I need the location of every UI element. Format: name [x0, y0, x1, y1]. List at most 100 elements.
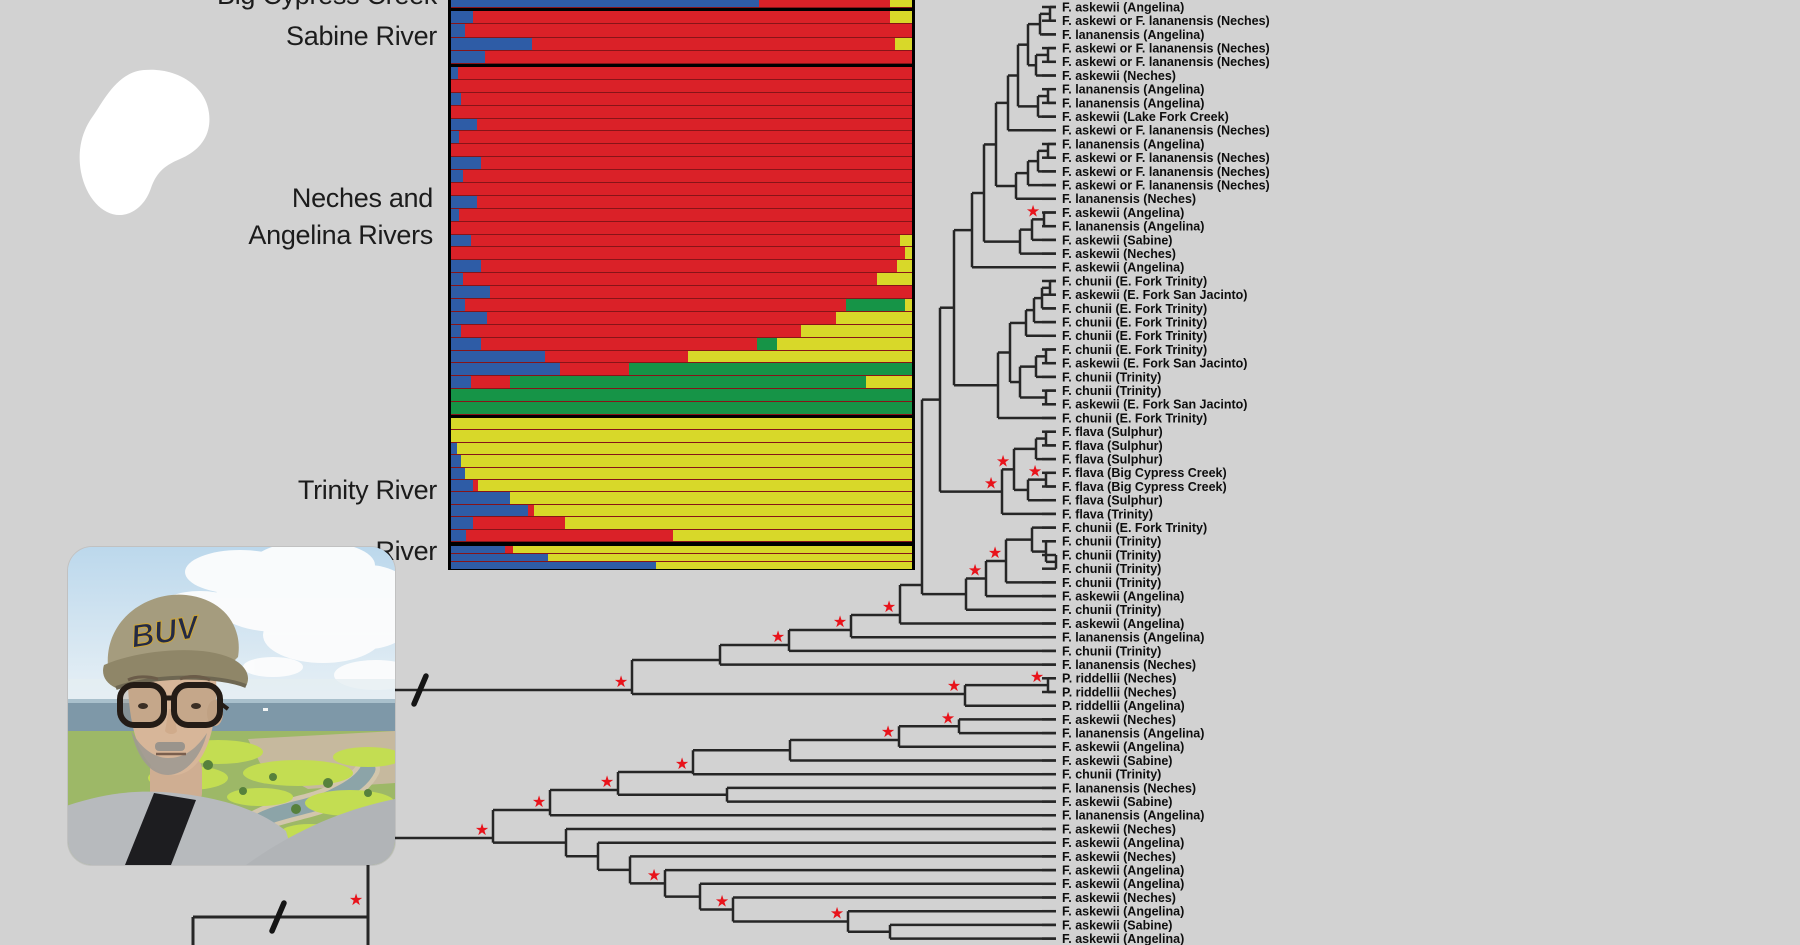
bar-segment-r	[472, 480, 478, 492]
bar-segment-r	[505, 546, 514, 553]
bar-segment-b	[451, 24, 465, 37]
tree-tip-label: F. chunii (E. Fork Trinity)	[1062, 411, 1207, 425]
tree-tip-label: P. riddellii (Angelina)	[1062, 699, 1185, 713]
tree-tip-label: F. lananensis (Angelina)	[1062, 631, 1204, 645]
bar-segment-g	[845, 299, 906, 311]
tree-tip-label: F. chunii (E. Fork Trinity)	[1062, 343, 1207, 357]
bar-segment-b	[451, 195, 477, 208]
admixture-bar-lower-river	[451, 546, 912, 554]
bar-segment-b	[451, 11, 473, 24]
admixture-bar-neches-angelina-rivers	[451, 183, 912, 196]
support-star-icon: ★	[532, 794, 546, 811]
support-star-icon: ★	[600, 774, 614, 791]
tree-tip-label: F. askewii (Sabine)	[1062, 754, 1172, 768]
river-label: Sabine River	[286, 21, 437, 51]
admixture-bar-trinity-river	[451, 455, 912, 468]
tree-tip-label: F. askewii (Sabine)	[1062, 918, 1172, 932]
bar-segment-r	[544, 350, 688, 363]
tree-tip-label: F. askewii (Neches)	[1062, 822, 1176, 836]
section-divider	[451, 64, 912, 67]
tree-tip-label: F. chunii (Trinity)	[1062, 384, 1161, 398]
bar-segment-b	[451, 562, 657, 569]
bar-segment-r	[470, 376, 511, 389]
bar-segment-y	[905, 299, 912, 311]
tree-tip-label: F. askewii (Angelina)	[1062, 617, 1184, 631]
webcam-selfie-overlay[interactable]: BUV	[68, 547, 395, 865]
bar-segment-g	[451, 389, 912, 402]
bar-segment-y	[801, 324, 912, 337]
bar-segment-r	[476, 195, 912, 208]
bar-segment-r	[490, 286, 912, 298]
tree-tip-label: F. askewii (Neches)	[1062, 69, 1176, 83]
admixture-bar-neches-angelina-rivers	[451, 402, 912, 415]
person-mustache	[155, 742, 185, 751]
tree-tip-label: F. lananensis (Neches)	[1062, 658, 1196, 672]
person-brows	[127, 675, 211, 682]
tree-tip-label: F. chunii (E. Fork Trinity)	[1062, 302, 1207, 316]
admixture-bar-neches-angelina-rivers	[451, 350, 912, 364]
tree-tip-label: F. askewii (Neches)	[1062, 891, 1176, 905]
tree-tip-label: F. chunii (Trinity)	[1062, 644, 1161, 658]
bar-segment-r	[457, 67, 912, 79]
bar-segment-r	[462, 273, 878, 286]
admixture-bar-trinity-river	[451, 442, 912, 456]
bar-segment-r	[465, 529, 674, 541]
admixture-bar-neches-angelina-rivers	[451, 260, 912, 274]
bar-segment-r	[480, 260, 898, 273]
support-star-icon: ★	[988, 545, 1002, 562]
person-glasses	[117, 682, 230, 728]
admixture-bar-neches-angelina-rivers	[451, 337, 912, 351]
bar-segment-b	[451, 273, 463, 286]
tree-tip-label: F. askewii (Sabine)	[1062, 233, 1172, 247]
tree-tip-label: F. askewi or F. lananensis (Neches)	[1062, 124, 1270, 138]
bar-segment-r	[464, 24, 912, 37]
tree-tip-label: F. chunii (Trinity)	[1062, 603, 1161, 617]
boat	[263, 708, 268, 711]
bar-segment-b	[451, 208, 459, 221]
admixture-bar-neches-angelina-rivers	[451, 208, 912, 222]
tree-tip-label: F. chunii (Trinity)	[1062, 768, 1161, 782]
bar-segment-r	[470, 234, 901, 247]
bar-segment-y	[547, 554, 912, 561]
tree-tip-label: F. askewi or F. lananensis (Neches)	[1062, 55, 1270, 69]
tree-tip-label: F. chunii (E. Fork Trinity)	[1062, 521, 1207, 535]
section-divider	[451, 415, 912, 418]
support-star-icon: ★	[882, 599, 896, 616]
tree-tip-label: F. chunii (Trinity)	[1062, 548, 1161, 562]
bar-segment-y	[890, 11, 912, 24]
bar-segment-r	[451, 79, 912, 92]
bar-segment-b	[451, 363, 560, 376]
river-label: Neches and	[291, 183, 433, 213]
river-label: Trinity River	[297, 475, 437, 505]
tree-tip-label: F. askewii (Neches)	[1062, 850, 1176, 864]
person-arm	[246, 799, 395, 865]
bar-segment-y	[460, 455, 912, 467]
bar-segment-r	[458, 131, 912, 144]
bar-segment-y	[564, 517, 912, 529]
admixture-bar-trinity-river	[451, 418, 912, 431]
tree-tip-label: F. askewii (Angelina)	[1062, 740, 1184, 754]
admixture-bar-neches-angelina-rivers	[451, 157, 912, 171]
cap-crown	[107, 594, 239, 667]
bar-segment-y	[890, 0, 912, 7]
admixture-bar-trinity-river	[451, 430, 912, 443]
tree-tip-label: F. chunii (E. Fork Trinity)	[1062, 329, 1207, 343]
admixture-bar-neches-angelina-rivers	[451, 79, 912, 93]
bar-segment-r	[460, 324, 802, 337]
bar-segment-r	[476, 118, 912, 131]
admixture-bar-neches-angelina-rivers	[451, 195, 912, 209]
bar-segment-y	[464, 467, 912, 479]
admixture-bar-lower-river	[451, 562, 912, 570]
tree-tip-label: F. chunii (Trinity)	[1062, 576, 1161, 590]
support-star-icon: ★	[475, 822, 489, 839]
tree-tip-label: F. flava (Sulphur)	[1062, 439, 1163, 453]
tree-tip-label: F. askewii (Neches)	[1062, 247, 1176, 261]
admixture-bar-trinity-river	[451, 504, 912, 518]
support-star-icon: ★	[715, 893, 729, 910]
section-divider	[451, 542, 912, 546]
admixture-bar-neches-angelina-rivers	[451, 105, 912, 119]
tree-tip-label: F. lananensis (Angelina)	[1062, 83, 1204, 97]
support-star-icon: ★	[947, 678, 961, 695]
admixture-bar-neches-angelina-rivers	[451, 286, 912, 299]
